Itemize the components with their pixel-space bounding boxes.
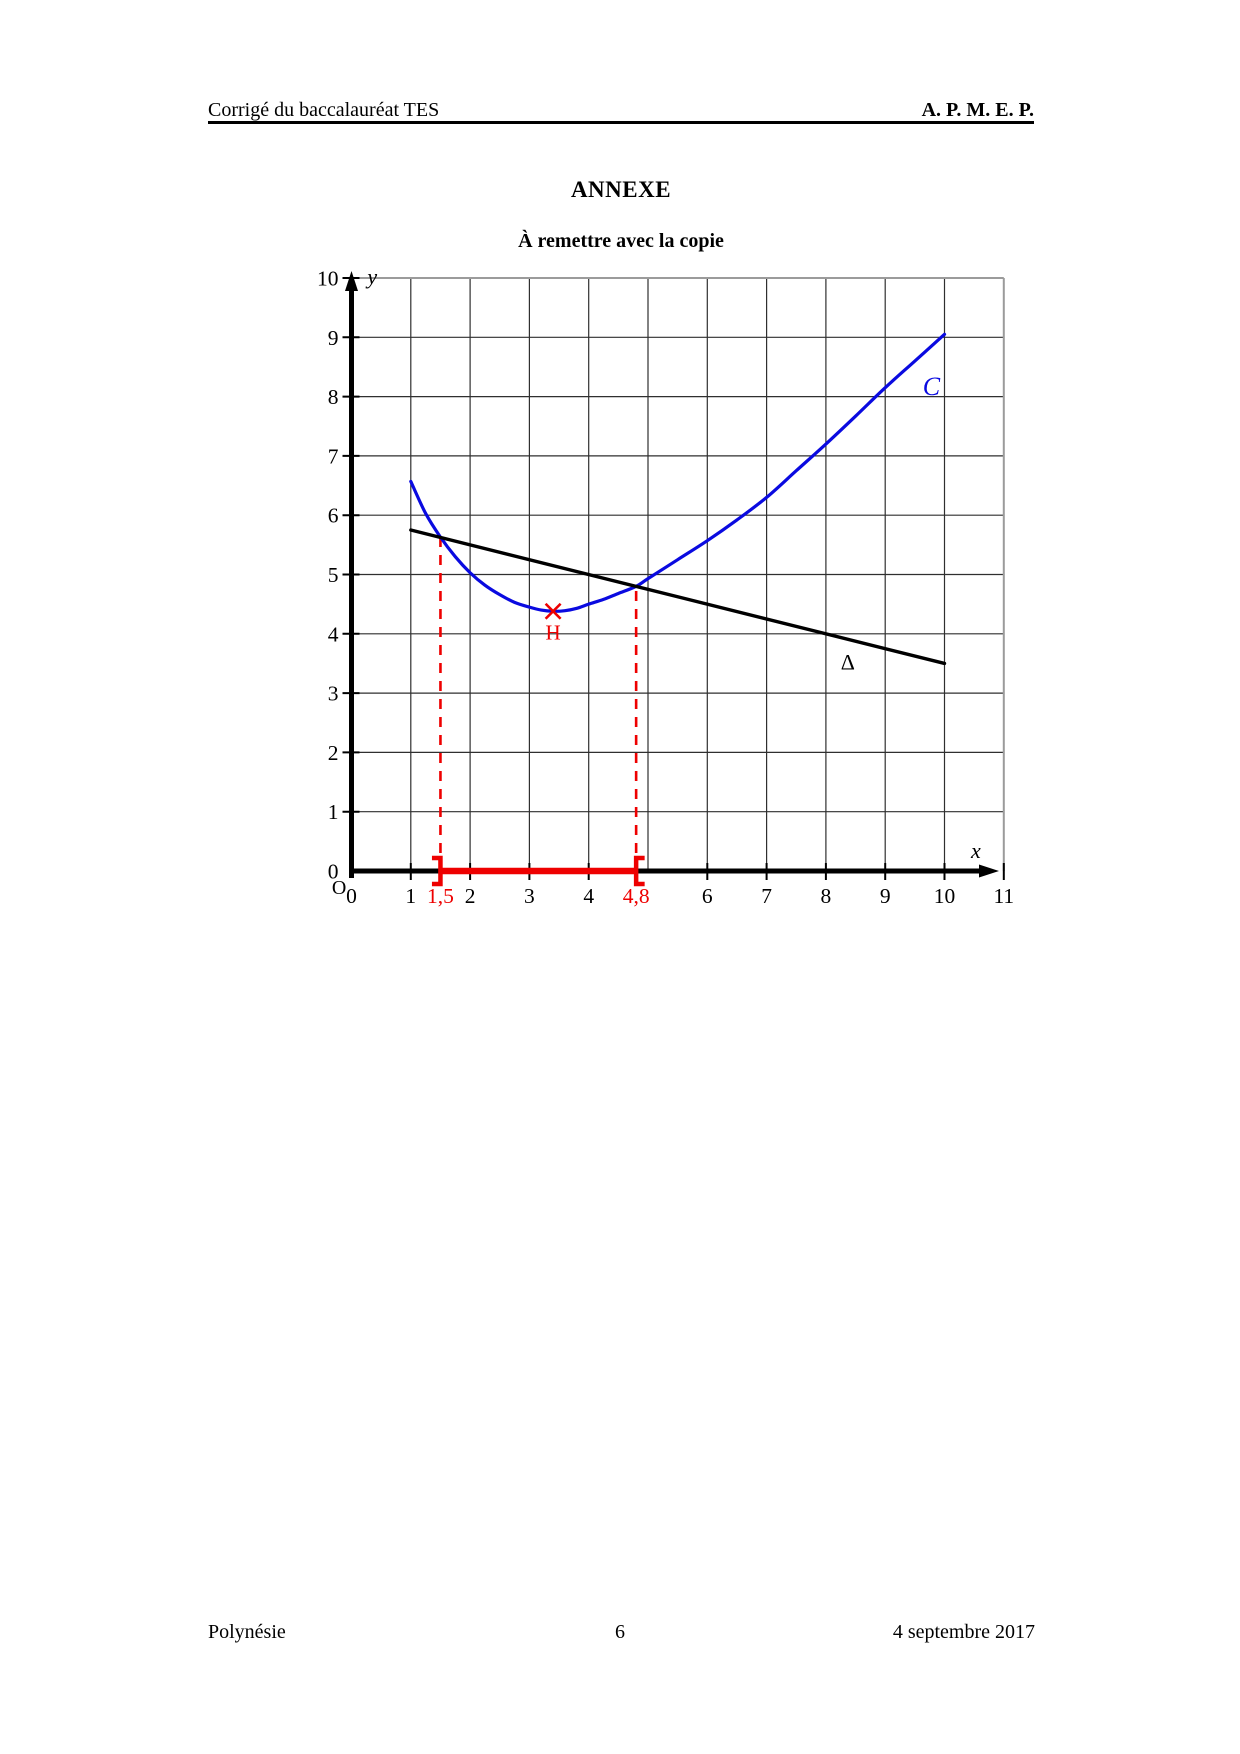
line-delta-label: Δ [841, 649, 855, 674]
x-tick-label: 1,5 [427, 884, 454, 908]
x-tick-label: 4,8 [623, 884, 650, 908]
y-tick-label: 4 [328, 622, 339, 646]
footer-date: 4 septembre 2017 [892, 1621, 1035, 1643]
header-rule [208, 121, 1034, 124]
y-tick-label: 5 [328, 563, 339, 587]
y-tick-label: 7 [328, 444, 339, 468]
y-tick-label: 2 [328, 741, 339, 765]
footer-location: Polynésie [208, 1621, 286, 1643]
header-apmep: A. P. M. E. P. [921, 99, 1034, 121]
y-axis-arrow [345, 271, 358, 291]
plot-frame [351, 277, 1005, 871]
annexe-title: ANNEXE [570, 177, 672, 202]
x-tick-label: 7 [761, 884, 772, 908]
y-tick-label: 8 [328, 385, 339, 409]
y-tick-label: 3 [328, 682, 339, 706]
x-tick-label: 2 [465, 884, 476, 908]
y-tick-label: 6 [328, 504, 339, 528]
curve-C-label: C [923, 372, 941, 401]
point-H-marker [544, 602, 562, 620]
origin-label: O [332, 877, 346, 899]
x-tick-label: 8 [821, 884, 832, 908]
curve-C [409, 332, 947, 613]
header-document-title: Corrigé du baccalauréat TES [208, 99, 440, 121]
interval-bracket [431, 855, 443, 887]
annexe-subtitle: À remettre avec la copie [518, 230, 724, 252]
y-axis-name: y [365, 264, 377, 289]
point-H-label: H [546, 620, 561, 644]
y-tick-label: 9 [328, 326, 339, 350]
x-tick-label: 9 [880, 884, 891, 908]
x-tick-label: 6 [702, 884, 713, 908]
graph-svg: H C Δx y O 0 1 1,5 2 3 4 4,8 6 7 8 9 10 11 0 1 2 3 4 5 6 7 8 9 10 [317, 264, 1014, 908]
y-tick-label: 10 [317, 267, 339, 291]
footer-page-number: 6 [615, 1621, 625, 1643]
x-tick-label: 10 [934, 884, 956, 908]
x-tick-label: 11 [993, 884, 1014, 908]
x-tick-label: 0 [346, 884, 357, 908]
x-tick-label: 3 [524, 884, 535, 908]
y-tick-label: 0 [328, 860, 339, 884]
x-axis-name: x [970, 838, 981, 863]
line-delta [409, 528, 947, 666]
x-tick-label: 1 [405, 884, 416, 908]
interval-bracket [633, 855, 645, 887]
y-tick-label: 1 [328, 800, 339, 824]
x-axis-arrow [979, 864, 999, 878]
x-tick-label: 4 [583, 884, 594, 908]
